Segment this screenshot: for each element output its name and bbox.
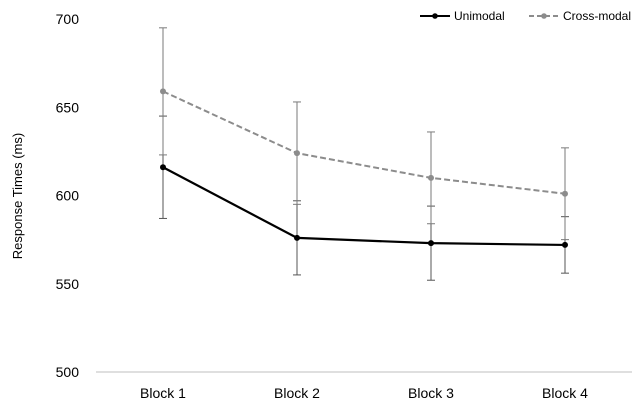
y-tick-label: 600 (56, 188, 80, 204)
legend-marker-cross-modal (541, 13, 547, 19)
data-points (160, 88, 568, 248)
unimodal-data-point (160, 164, 166, 171)
y-tick-label: 550 (56, 276, 80, 292)
unimodal-data-point (294, 234, 300, 241)
y-axis-title: Response Times (ms) (10, 133, 25, 259)
y-tick-label: 700 (56, 11, 80, 27)
legend-label-unimodal: Unimodal (454, 9, 505, 23)
legend-label-cross-modal: Cross-modal (563, 9, 631, 23)
x-tick-label: Block 4 (542, 385, 588, 401)
legend[interactable]: Unimodal Cross-modal (420, 9, 631, 23)
cross-modal-data-point (294, 150, 300, 157)
legend-marker-unimodal (432, 13, 438, 19)
y-tick-label: 500 (56, 364, 80, 380)
series-lines (162, 90, 566, 247)
y-tick-label: 650 (56, 99, 80, 115)
unimodal-series-line (162, 166, 566, 247)
unimodal-data-point (428, 240, 434, 247)
cross-modal-data-point (562, 190, 568, 197)
cross-modal-data-point (428, 174, 434, 181)
error-bars (159, 27, 569, 281)
cross-modal-series-line (162, 90, 566, 195)
x-tick-label: Block 1 (140, 385, 186, 401)
cross-modal-data-point (160, 88, 166, 95)
legend-item-cross-modal[interactable]: Cross-modal (529, 9, 631, 23)
x-tick-label: Block 2 (274, 385, 320, 401)
legend-item-unimodal[interactable]: Unimodal (420, 9, 505, 23)
x-tick-label: Block 3 (408, 385, 454, 401)
unimodal-data-point (562, 241, 568, 248)
tick-labels: 500 550 600 650 700 Block 1 Block 2 Block 3 Bloc… (56, 11, 589, 401)
